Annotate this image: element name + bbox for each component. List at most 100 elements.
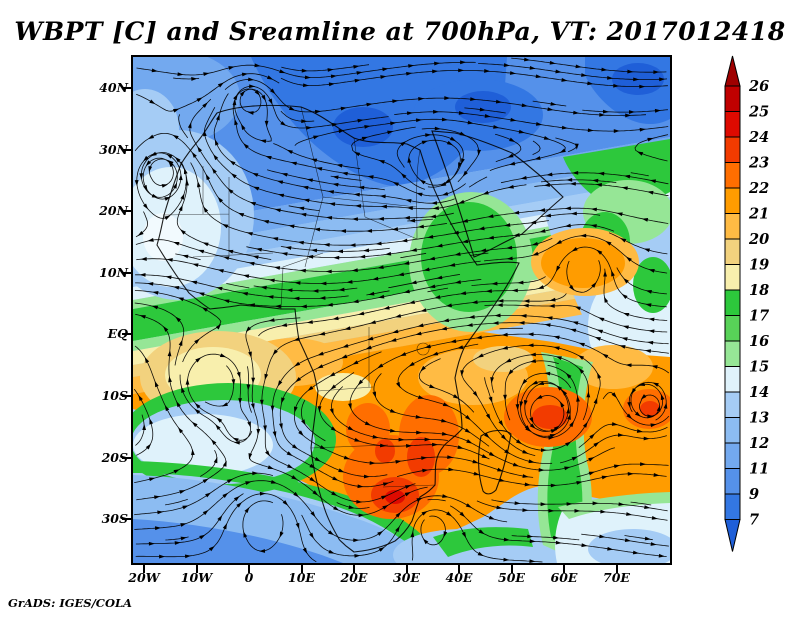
streamline-arrowhead xyxy=(340,106,347,111)
streamline-arrowhead xyxy=(528,459,535,464)
streamline-arrowhead xyxy=(539,208,546,212)
streamline-arrowhead xyxy=(590,224,597,228)
streamline-arrowhead xyxy=(358,185,365,190)
streamline-arrowhead xyxy=(382,67,389,72)
streamline-arrowhead xyxy=(555,239,562,245)
streamline-arrowhead xyxy=(166,153,173,159)
streamline-arrowhead xyxy=(663,402,668,409)
streamline-arrowhead xyxy=(565,441,572,447)
streamline-arrowhead xyxy=(222,223,229,229)
streamline-arrowhead xyxy=(185,378,190,385)
streamline xyxy=(471,276,546,286)
streamline-arrowhead xyxy=(298,430,304,437)
streamline-arrowhead xyxy=(621,293,628,299)
streamline-arrowhead xyxy=(641,218,649,222)
streamline-arrowhead xyxy=(407,156,412,163)
streamline-arrowhead xyxy=(440,326,448,331)
streamline-arrowhead xyxy=(316,167,323,171)
streamline-arrowhead xyxy=(566,407,571,414)
streamline-arrowhead xyxy=(354,553,361,558)
streamline-arrowhead xyxy=(251,377,256,384)
streamline-arrowhead xyxy=(581,73,588,77)
streamline-arrowhead xyxy=(341,354,348,359)
streamline-arrowhead xyxy=(417,395,425,399)
streamline-arrowhead xyxy=(623,277,629,284)
streamline-arrowhead xyxy=(415,331,422,336)
streamline-arrowhead xyxy=(546,316,553,320)
streamline-arrowhead xyxy=(369,461,376,465)
streamline-arrowhead xyxy=(593,397,598,404)
streamline-arrowhead xyxy=(286,288,293,293)
streamline-arrowhead xyxy=(306,320,313,324)
streamline-arrowhead xyxy=(422,468,429,473)
streamline-arrowhead xyxy=(647,137,654,142)
streamline-arrowhead xyxy=(427,234,434,239)
lon-tick-mark xyxy=(510,565,513,573)
streamline xyxy=(484,235,668,274)
streamline-arrowhead xyxy=(492,321,499,325)
streamline-arrowhead xyxy=(523,57,531,62)
streamline-arrowhead xyxy=(267,295,274,299)
streamline-arrowhead xyxy=(164,404,170,412)
streamline-arrowhead xyxy=(441,418,448,423)
streamline-arrowhead xyxy=(149,99,156,105)
streamline-arrowhead xyxy=(645,290,652,294)
colorbar-label: 13 xyxy=(749,410,769,427)
colorbar-segment xyxy=(724,468,741,495)
streamline-arrowhead xyxy=(154,526,162,531)
streamline-arrowhead xyxy=(293,337,300,341)
streamline-arrowhead xyxy=(260,139,267,144)
streamline-arrowhead xyxy=(651,365,658,369)
streamline-arrowhead xyxy=(571,246,578,252)
lon-tick-mark xyxy=(405,565,408,573)
streamline-arrowhead xyxy=(196,97,203,103)
streamline-arrowhead xyxy=(205,492,212,498)
streamline-arrowhead xyxy=(191,151,197,158)
streamline-arrowhead xyxy=(588,471,595,476)
streamline-arrowhead xyxy=(147,282,154,286)
streamline xyxy=(511,535,580,541)
streamline-arrowhead xyxy=(441,431,449,436)
streamline-arrowhead xyxy=(520,314,527,318)
streamline-arrowhead xyxy=(331,122,338,127)
streamline-arrowhead xyxy=(573,110,580,115)
lat-tick-mark xyxy=(122,210,131,213)
streamline-arrowhead xyxy=(611,270,615,277)
streamline-arrowhead xyxy=(181,386,185,393)
streamline-arrowhead xyxy=(338,287,345,292)
streamline-arrowhead xyxy=(564,466,571,471)
streamline-arrowhead xyxy=(254,63,261,68)
streamline-arrowhead xyxy=(498,420,504,427)
streamline-arrowhead xyxy=(191,449,195,456)
streamline-arrowhead xyxy=(559,148,566,153)
streamline-arrowhead xyxy=(457,445,464,449)
streamline-arrowhead xyxy=(478,226,485,231)
streamline-arrowhead xyxy=(576,480,583,485)
streamline-arrowhead xyxy=(577,355,585,360)
streamline-arrowhead xyxy=(226,478,234,484)
streamline-arrowhead xyxy=(555,265,561,272)
streamline xyxy=(427,499,446,502)
streamline-arrowhead xyxy=(326,215,333,220)
streamline-arrowhead xyxy=(255,247,263,252)
streamline-arrowhead xyxy=(341,171,348,176)
streamline-arrowhead xyxy=(272,237,279,241)
streamline-arrowhead xyxy=(529,417,534,424)
streamline-arrowhead xyxy=(248,303,255,308)
streamline-arrowhead xyxy=(175,316,181,323)
streamline-arrowhead xyxy=(603,270,608,277)
streamline xyxy=(288,205,320,212)
streamline-arrowhead xyxy=(581,543,588,548)
streamline-arrowhead xyxy=(149,477,156,482)
streamline-arrowhead xyxy=(447,455,454,459)
streamline-arrowhead xyxy=(508,161,516,166)
streamline-arrowhead xyxy=(523,299,530,304)
lon-tick-label: 30E xyxy=(393,570,420,585)
streamline xyxy=(272,315,669,488)
streamline-arrowhead xyxy=(317,351,324,356)
streamline-arrowhead xyxy=(613,464,621,469)
streamline-arrowhead xyxy=(460,60,467,65)
streamline-arrowhead xyxy=(252,255,259,260)
streamline-arrowhead xyxy=(513,210,520,215)
streamline-arrowhead xyxy=(336,163,343,168)
